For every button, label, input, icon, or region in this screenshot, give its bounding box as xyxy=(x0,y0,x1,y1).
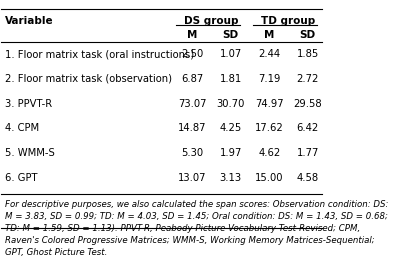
Text: 2. Floor matrix task (observation): 2. Floor matrix task (observation) xyxy=(4,74,172,84)
Text: 1.77: 1.77 xyxy=(296,148,319,158)
Text: 1.81: 1.81 xyxy=(220,74,242,84)
Text: 17.62: 17.62 xyxy=(255,123,284,133)
Text: 2.44: 2.44 xyxy=(258,49,280,59)
Text: 4.62: 4.62 xyxy=(258,148,280,158)
Text: 15.00: 15.00 xyxy=(255,173,284,183)
Text: 2.50: 2.50 xyxy=(181,49,203,59)
Text: 1.97: 1.97 xyxy=(220,148,242,158)
Text: SD: SD xyxy=(223,30,239,40)
Text: 30.70: 30.70 xyxy=(216,99,245,109)
Text: 1.85: 1.85 xyxy=(296,49,319,59)
Text: 6.42: 6.42 xyxy=(296,123,319,133)
Text: Variable: Variable xyxy=(4,16,53,26)
Text: 73.07: 73.07 xyxy=(178,99,206,109)
Text: For descriptive purposes, we also calculated the span scores: Observation condit: For descriptive purposes, we also calcul… xyxy=(4,199,388,257)
Text: 13.07: 13.07 xyxy=(178,173,206,183)
Text: DS group: DS group xyxy=(184,16,239,26)
Text: TD group: TD group xyxy=(261,16,316,26)
Text: 5. WMM-S: 5. WMM-S xyxy=(4,148,54,158)
Text: 4.25: 4.25 xyxy=(220,123,242,133)
Text: M: M xyxy=(264,30,274,40)
Text: 1.07: 1.07 xyxy=(220,49,242,59)
Text: 6. GPT: 6. GPT xyxy=(4,173,37,183)
Text: 1. Floor matrix task (oral instructions): 1. Floor matrix task (oral instructions) xyxy=(4,49,194,59)
Text: 3. PPVT-R: 3. PPVT-R xyxy=(4,99,52,109)
Text: M: M xyxy=(187,30,198,40)
Text: 29.58: 29.58 xyxy=(293,99,322,109)
Text: 4.58: 4.58 xyxy=(297,173,319,183)
Text: 14.87: 14.87 xyxy=(178,123,206,133)
Text: 3.13: 3.13 xyxy=(220,173,242,183)
Text: 4. CPM: 4. CPM xyxy=(4,123,39,133)
Text: 74.97: 74.97 xyxy=(255,99,284,109)
Text: SD: SD xyxy=(300,30,316,40)
Text: 2.72: 2.72 xyxy=(296,74,319,84)
Text: 6.87: 6.87 xyxy=(181,74,203,84)
Text: 5.30: 5.30 xyxy=(181,148,203,158)
Text: 7.19: 7.19 xyxy=(258,74,280,84)
